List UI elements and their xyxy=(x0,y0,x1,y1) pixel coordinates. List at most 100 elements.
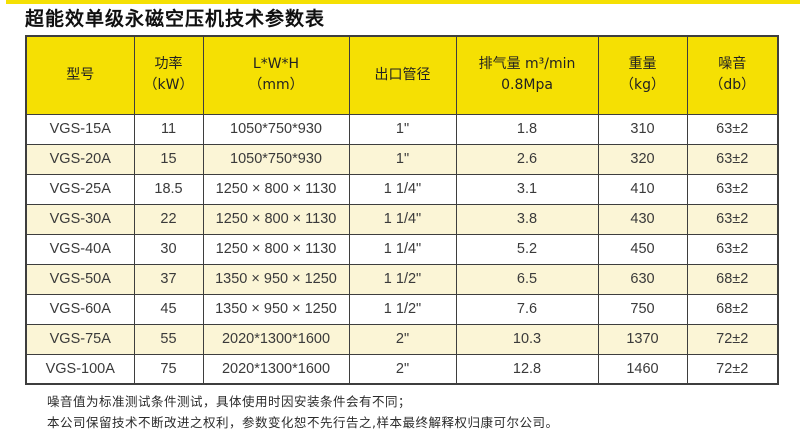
table-body: VGS-15A 11 1050*750*930 1" 1.8 310 63±2 VGS-20A… xyxy=(25,113,779,385)
table-cell: 7.6 xyxy=(455,293,599,325)
table-cell: 72±2 xyxy=(686,353,779,385)
table-cell: VGS-15A xyxy=(25,113,135,145)
table-cell: 1050*750*930 xyxy=(202,143,350,175)
table-cell: 1 1/4" xyxy=(348,173,457,205)
column-header-line2: （mm） xyxy=(248,77,304,94)
table-cell: 450 xyxy=(597,233,688,265)
table-row: VGS-25A 18.5 1250 × 800 × 1130 1 1/4" 3.1 410… xyxy=(25,173,779,205)
column-header: 噪音 （db） xyxy=(686,35,779,115)
page-title: 超能效单级永磁空压机技术参数表 xyxy=(25,8,326,30)
table-cell: 1" xyxy=(348,113,457,145)
table-cell: 2020*1300*1600 xyxy=(202,353,350,385)
table-cell: VGS-100A xyxy=(25,353,135,385)
table-cell: VGS-20A xyxy=(25,143,135,175)
table-row: VGS-100A 75 2020*1300*1600 2" 12.8 1460 72±2 xyxy=(25,353,779,385)
table-cell: 22 xyxy=(133,203,204,235)
column-header-line2: （db） xyxy=(709,77,756,94)
column-header: 排气量 m³/min 0.8Mpa xyxy=(455,35,599,115)
column-header-line1: 型号 xyxy=(66,66,95,83)
table-header-row: 型号 功率 （kW） L*W*H （mm） 出口管径 排气量 m³/min 0.8Mpa 重量 （… xyxy=(25,35,779,115)
table-cell: 12.8 xyxy=(455,353,599,385)
table-cell: 1 1/2" xyxy=(348,293,457,325)
table-row: VGS-50A 37 1350 × 950 × 1250 1 1/2" 6.5 630 68… xyxy=(25,263,779,295)
column-header-line2: 0.8Mpa xyxy=(501,77,553,94)
column-header: 重量 （kg） xyxy=(597,35,688,115)
column-header: L*W*H （mm） xyxy=(202,35,350,115)
table-row: VGS-60A 45 1350 × 950 × 1250 1 1/2" 7.6 750 68… xyxy=(25,293,779,325)
table-cell: 1 1/4" xyxy=(348,233,457,265)
table-cell: 37 xyxy=(133,263,204,295)
table-row: VGS-15A 11 1050*750*930 1" 1.8 310 63±2 xyxy=(25,113,779,145)
table-cell: VGS-40A xyxy=(25,233,135,265)
column-header-line2: （kW） xyxy=(143,77,194,94)
table-cell: 55 xyxy=(133,323,204,355)
table-cell: 2020*1300*1600 xyxy=(202,323,350,355)
table-cell: 1250 × 800 × 1130 xyxy=(202,203,350,235)
table-cell: 15 xyxy=(133,143,204,175)
column-header-line1: 噪音 xyxy=(718,56,747,73)
table-cell: 3.8 xyxy=(455,203,599,235)
table-row: VGS-20A 15 1050*750*930 1" 2.6 320 63±2 xyxy=(25,143,779,175)
table-cell: 310 xyxy=(597,113,688,145)
column-header-line1: 功率 xyxy=(154,56,183,73)
table-row: VGS-40A 30 1250 × 800 × 1130 1 1/4" 5.2 450 63… xyxy=(25,233,779,265)
column-header-line1: 排气量 m³/min xyxy=(478,56,576,73)
spec-table: 型号 功率 （kW） L*W*H （mm） 出口管径 排气量 m³/min 0.8Mpa 重量 （… xyxy=(25,35,779,385)
table-cell: VGS-25A xyxy=(25,173,135,205)
table-cell: 11 xyxy=(133,113,204,145)
table-cell: 2" xyxy=(348,353,457,385)
column-header-line1: 出口管径 xyxy=(374,66,431,83)
table-row: VGS-30A 22 1250 × 800 × 1130 1 1/4" 3.8 430 63… xyxy=(25,203,779,235)
spec-sheet: 超能效单级永磁空压机技术参数表 型号 功率 （kW） L*W*H （mm） 出口管径 排气量… xyxy=(25,4,779,432)
table-cell: 18.5 xyxy=(133,173,204,205)
table-cell: 63±2 xyxy=(686,173,779,205)
table-cell: 6.5 xyxy=(455,263,599,295)
table-cell: 2.6 xyxy=(455,143,599,175)
table-cell: 1250 × 800 × 1130 xyxy=(202,233,350,265)
table-cell: 68±2 xyxy=(686,263,779,295)
table-cell: 750 xyxy=(597,293,688,325)
column-header: 型号 xyxy=(25,35,135,115)
table-cell: 2" xyxy=(348,323,457,355)
table-cell: 45 xyxy=(133,293,204,325)
table-cell: 5.2 xyxy=(455,233,599,265)
table-cell: 1" xyxy=(348,143,457,175)
table-cell: 1350 × 950 × 1250 xyxy=(202,263,350,295)
table-header: 型号 功率 （kW） L*W*H （mm） 出口管径 排气量 m³/min 0.8Mpa 重量 （… xyxy=(25,35,779,115)
column-header-line1: 重量 xyxy=(628,56,657,73)
table-cell: VGS-30A xyxy=(25,203,135,235)
top-accent-strip xyxy=(6,0,800,4)
table-cell: 1050*750*930 xyxy=(202,113,350,145)
column-header-line2: （kg） xyxy=(620,77,665,94)
table-cell: 410 xyxy=(597,173,688,205)
table-cell: 63±2 xyxy=(686,203,779,235)
table-cell: 30 xyxy=(133,233,204,265)
table-cell: 1.8 xyxy=(455,113,599,145)
table-cell: VGS-60A xyxy=(25,293,135,325)
table-cell: 63±2 xyxy=(686,113,779,145)
table-cell: VGS-50A xyxy=(25,263,135,295)
table-cell: VGS-75A xyxy=(25,323,135,355)
table-cell: 1 1/2" xyxy=(348,263,457,295)
table-cell: 1460 xyxy=(597,353,688,385)
table-cell: 430 xyxy=(597,203,688,235)
table-row: VGS-75A 55 2020*1300*1600 2" 10.3 1370 72±2 xyxy=(25,323,779,355)
table-cell: 10.3 xyxy=(455,323,599,355)
table-cell: 1250 × 800 × 1130 xyxy=(202,173,350,205)
column-header: 功率 （kW） xyxy=(133,35,204,115)
table-cell: 1350 × 950 × 1250 xyxy=(202,293,350,325)
footnote-noise: 噪音值为标准测试条件测试，具体使用时因安装条件会有不同； xyxy=(47,394,412,409)
table-cell: 1 1/4" xyxy=(348,203,457,235)
table-cell: 63±2 xyxy=(686,143,779,175)
table-cell: 68±2 xyxy=(686,293,779,325)
footnotes: 噪音值为标准测试条件测试，具体使用时因安装条件会有不同； 本公司保留技术不断改进… xyxy=(47,392,777,432)
table-cell: 320 xyxy=(597,143,688,175)
table-cell: 72±2 xyxy=(686,323,779,355)
column-header-line1: L*W*H xyxy=(252,56,300,73)
table-cell: 63±2 xyxy=(686,233,779,265)
table-cell: 630 xyxy=(597,263,688,295)
table-cell: 75 xyxy=(133,353,204,385)
column-header: 出口管径 xyxy=(348,35,457,115)
table-cell: 3.1 xyxy=(455,173,599,205)
table-cell: 1370 xyxy=(597,323,688,355)
